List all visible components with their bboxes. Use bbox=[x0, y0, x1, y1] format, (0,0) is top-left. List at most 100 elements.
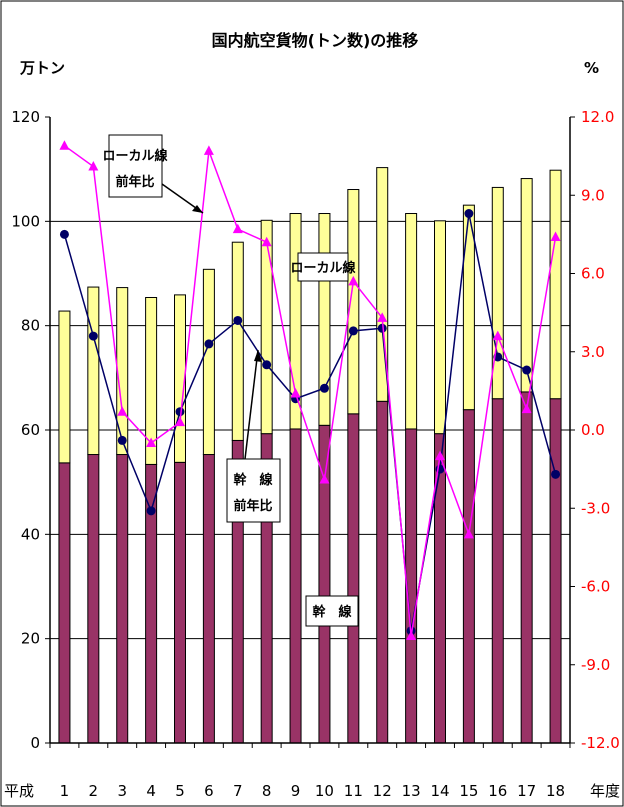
point-trunk-growth-8 bbox=[262, 360, 272, 370]
y-right-tick-9.0: 9.0 bbox=[581, 186, 605, 204]
point-local-growth-14 bbox=[435, 450, 445, 461]
y-right-tick--12.0: -12.0 bbox=[581, 734, 620, 752]
y-left-tick-100: 100 bbox=[11, 212, 40, 230]
left-axis-unit: 万トン bbox=[19, 59, 65, 77]
y-right-tick-3.0: 3.0 bbox=[581, 343, 605, 361]
bars bbox=[58, 167, 562, 744]
point-trunk-growth-12 bbox=[377, 323, 387, 333]
x-tick-17: 17 bbox=[517, 782, 536, 800]
point-local-growth-5 bbox=[175, 416, 185, 427]
bar-trunk-12 bbox=[376, 400, 389, 744]
bar-trunk-1 bbox=[58, 462, 71, 744]
bar-local-16 bbox=[491, 186, 504, 400]
point-local-growth-13 bbox=[406, 630, 417, 641]
point-trunk-growth-15 bbox=[464, 209, 474, 219]
point-local-growth-6 bbox=[203, 145, 214, 155]
bar-local-4 bbox=[145, 296, 158, 465]
y-left-tick-20: 20 bbox=[21, 630, 40, 648]
bar-trunk-11 bbox=[347, 413, 360, 744]
point-local-growth-16 bbox=[492, 330, 503, 341]
annotation-trunk-growth-line2: 前年比 bbox=[233, 498, 272, 514]
point-trunk-growth-17 bbox=[522, 365, 532, 375]
x-prefix-label: 平成 bbox=[4, 782, 34, 800]
bar-trunk-18 bbox=[549, 398, 562, 744]
bar-trunk-9 bbox=[289, 428, 302, 744]
annotation-trunk-growth-arrowhead bbox=[254, 350, 262, 362]
x-tick-8: 8 bbox=[262, 782, 272, 800]
point-local-growth-9 bbox=[290, 387, 301, 398]
x-tick-9: 9 bbox=[291, 782, 301, 800]
point-local-growth-1 bbox=[59, 140, 70, 150]
y-right-tick-6.0: 6.0 bbox=[581, 265, 605, 283]
bar-local-6 bbox=[202, 268, 215, 456]
bar-local-2 bbox=[87, 286, 100, 456]
bar-local-9 bbox=[289, 213, 302, 430]
y-right-tick--9.0: -9.0 bbox=[581, 656, 610, 674]
bar-trunk-3 bbox=[116, 454, 129, 744]
chart-title: 国内航空貨物(トン数)の推移 bbox=[212, 31, 419, 50]
bar-trunk-6 bbox=[202, 454, 215, 744]
bar-local-13 bbox=[405, 213, 418, 430]
annotation-local-growth: ローカル線 前年比 bbox=[102, 134, 204, 214]
y-right-tick-12.0: 12.0 bbox=[581, 108, 614, 126]
bar-local-7 bbox=[231, 241, 244, 441]
gridlines bbox=[50, 220, 570, 640]
x-tick-2: 2 bbox=[89, 782, 99, 800]
bar-trunk-17 bbox=[520, 391, 533, 744]
annotation-local-growth-box bbox=[108, 134, 163, 198]
annotation-trunk-growth-arrow bbox=[244, 349, 259, 460]
x-tick-13: 13 bbox=[402, 782, 421, 800]
line-series bbox=[59, 140, 561, 641]
point-trunk-growth-10 bbox=[319, 383, 329, 393]
bar-local-14 bbox=[434, 220, 446, 435]
bar-local-3 bbox=[116, 287, 129, 456]
axes bbox=[45, 116, 575, 748]
bar-trunk-4 bbox=[145, 463, 158, 744]
x-tick-14: 14 bbox=[430, 782, 449, 800]
bar-local-15 bbox=[462, 204, 475, 411]
point-local-growth-8 bbox=[261, 236, 272, 247]
annotation-local-growth-arrowhead bbox=[192, 205, 203, 213]
point-trunk-growth-3 bbox=[117, 435, 127, 445]
y-left-tick-40: 40 bbox=[21, 525, 40, 543]
x-tick-5: 5 bbox=[175, 782, 185, 800]
x-tick-4: 4 bbox=[146, 782, 156, 800]
point-trunk-growth-18 bbox=[551, 469, 561, 479]
line-trunk-growth bbox=[63, 213, 557, 631]
point-local-growth-7 bbox=[232, 223, 243, 234]
y-right-tick-0.0: 0.0 bbox=[581, 421, 605, 439]
point-local-growth-10 bbox=[319, 474, 330, 484]
y-right-tick--3.0: -3.0 bbox=[581, 499, 610, 517]
annotation-local-growth-line2: 前年比 bbox=[115, 174, 154, 190]
annotation-local-bar: ローカル線 bbox=[290, 252, 356, 282]
point-local-growth-3 bbox=[117, 406, 128, 416]
bar-local-10 bbox=[318, 213, 331, 426]
x-tick-1: 1 bbox=[60, 782, 70, 800]
annotation-trunk-growth-line1: 幹 線 bbox=[233, 472, 273, 488]
point-local-growth-11 bbox=[348, 275, 359, 286]
point-local-growth-12 bbox=[377, 312, 388, 322]
point-trunk-growth-7 bbox=[233, 315, 243, 325]
point-local-growth-18 bbox=[550, 231, 561, 241]
point-trunk-growth-6 bbox=[204, 339, 214, 349]
point-local-growth-4 bbox=[146, 437, 157, 448]
annotation-trunk-bar: 幹 線 bbox=[305, 595, 359, 627]
point-trunk-growth-4 bbox=[146, 506, 156, 516]
y-left-tick-0: 0 bbox=[30, 734, 40, 752]
x-tick-6: 6 bbox=[204, 782, 214, 800]
point-local-growth-2 bbox=[88, 161, 99, 171]
bar-trunk-10 bbox=[318, 424, 331, 744]
point-local-growth-15 bbox=[463, 528, 474, 539]
bar-local-12 bbox=[376, 167, 389, 402]
point-trunk-growth-5 bbox=[175, 407, 185, 417]
y-left-tick-120: 120 bbox=[11, 108, 40, 126]
right-axis-unit: % bbox=[584, 59, 599, 77]
tick-labels: 0 20 40 60 80 100 120 -12.0 -9.0 -6.0 -3.0 0.0 3.0 6.… bbox=[4, 108, 620, 800]
annotation-trunk-bar-text: 幹 線 bbox=[312, 604, 352, 620]
x-suffix-label: 年度 bbox=[590, 782, 620, 800]
bar-trunk-16 bbox=[491, 398, 504, 744]
y-left-tick-80: 80 bbox=[21, 317, 40, 335]
